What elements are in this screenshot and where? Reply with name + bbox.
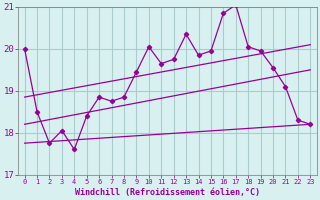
X-axis label: Windchill (Refroidissement éolien,°C): Windchill (Refroidissement éolien,°C) [75,188,260,197]
